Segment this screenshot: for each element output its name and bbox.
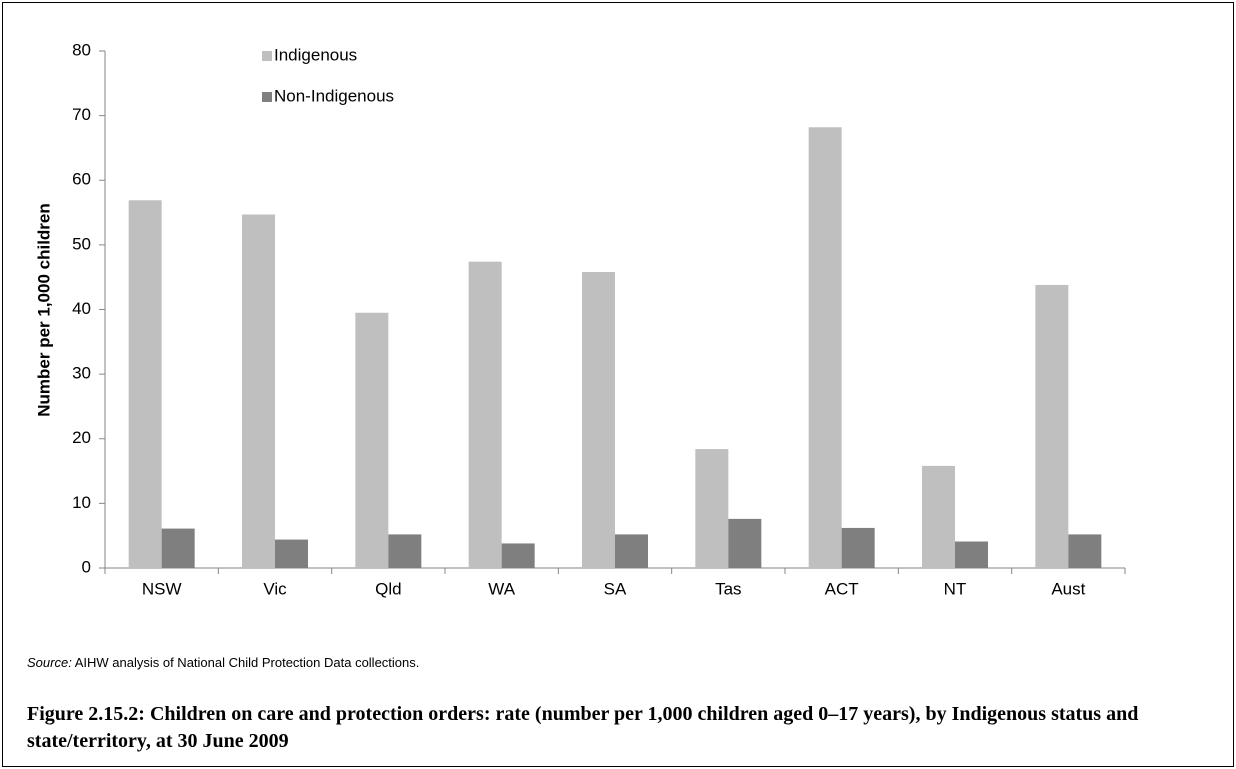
- y-tick-label: 20: [72, 428, 91, 447]
- y-tick-label: 10: [72, 493, 91, 512]
- y-axis-label: Number per 1,000 children: [34, 203, 53, 417]
- y-tick-label: 0: [82, 557, 91, 576]
- x-tick-label: WA: [488, 579, 515, 598]
- bar: [841, 527, 875, 568]
- y-tick-label: 70: [72, 105, 91, 124]
- bar: [808, 127, 842, 568]
- x-tick-label: Aust: [1051, 579, 1085, 598]
- x-tick-label: ACT: [825, 579, 859, 598]
- source-label: Source:: [27, 655, 72, 670]
- y-tick-label: 60: [72, 170, 91, 189]
- bar: [728, 518, 762, 568]
- legend-label: Non-Indigenous: [274, 86, 394, 105]
- source-text: AIHW analysis of National Child Protecti…: [74, 655, 420, 670]
- bar: [695, 449, 729, 568]
- source: Source: AIHW analysis of National Child …: [27, 655, 419, 670]
- bar: [128, 200, 162, 568]
- y-tick-label: 30: [72, 364, 91, 383]
- bar: [275, 539, 308, 568]
- legend-label: Indigenous: [274, 45, 357, 64]
- bar: [582, 272, 615, 568]
- x-tick-label: NT: [944, 579, 967, 598]
- legend-swatch: [262, 51, 272, 61]
- x-tick-label: Vic: [263, 579, 287, 598]
- bar: [501, 543, 535, 568]
- y-tick-label: 50: [72, 234, 91, 253]
- bar: [922, 465, 955, 568]
- bar: [388, 534, 422, 568]
- bar: [355, 312, 389, 568]
- bar: [468, 261, 502, 568]
- bar: [955, 541, 988, 568]
- bar: [615, 534, 648, 568]
- bar: [242, 214, 275, 568]
- caption: Figure 2.15.2: Children on care and prot…: [27, 703, 1139, 752]
- x-tick-label: Qld: [375, 579, 401, 598]
- x-tick-label: NSW: [142, 579, 182, 598]
- bar: [1068, 534, 1102, 568]
- x-tick-label: Tas: [715, 579, 741, 598]
- legend-swatch: [262, 92, 272, 102]
- y-tick-label: 80: [72, 40, 91, 59]
- bar: [161, 528, 195, 568]
- y-tick-label: 40: [72, 299, 91, 318]
- x-tick-label: SA: [604, 579, 627, 598]
- bar: [1035, 284, 1069, 568]
